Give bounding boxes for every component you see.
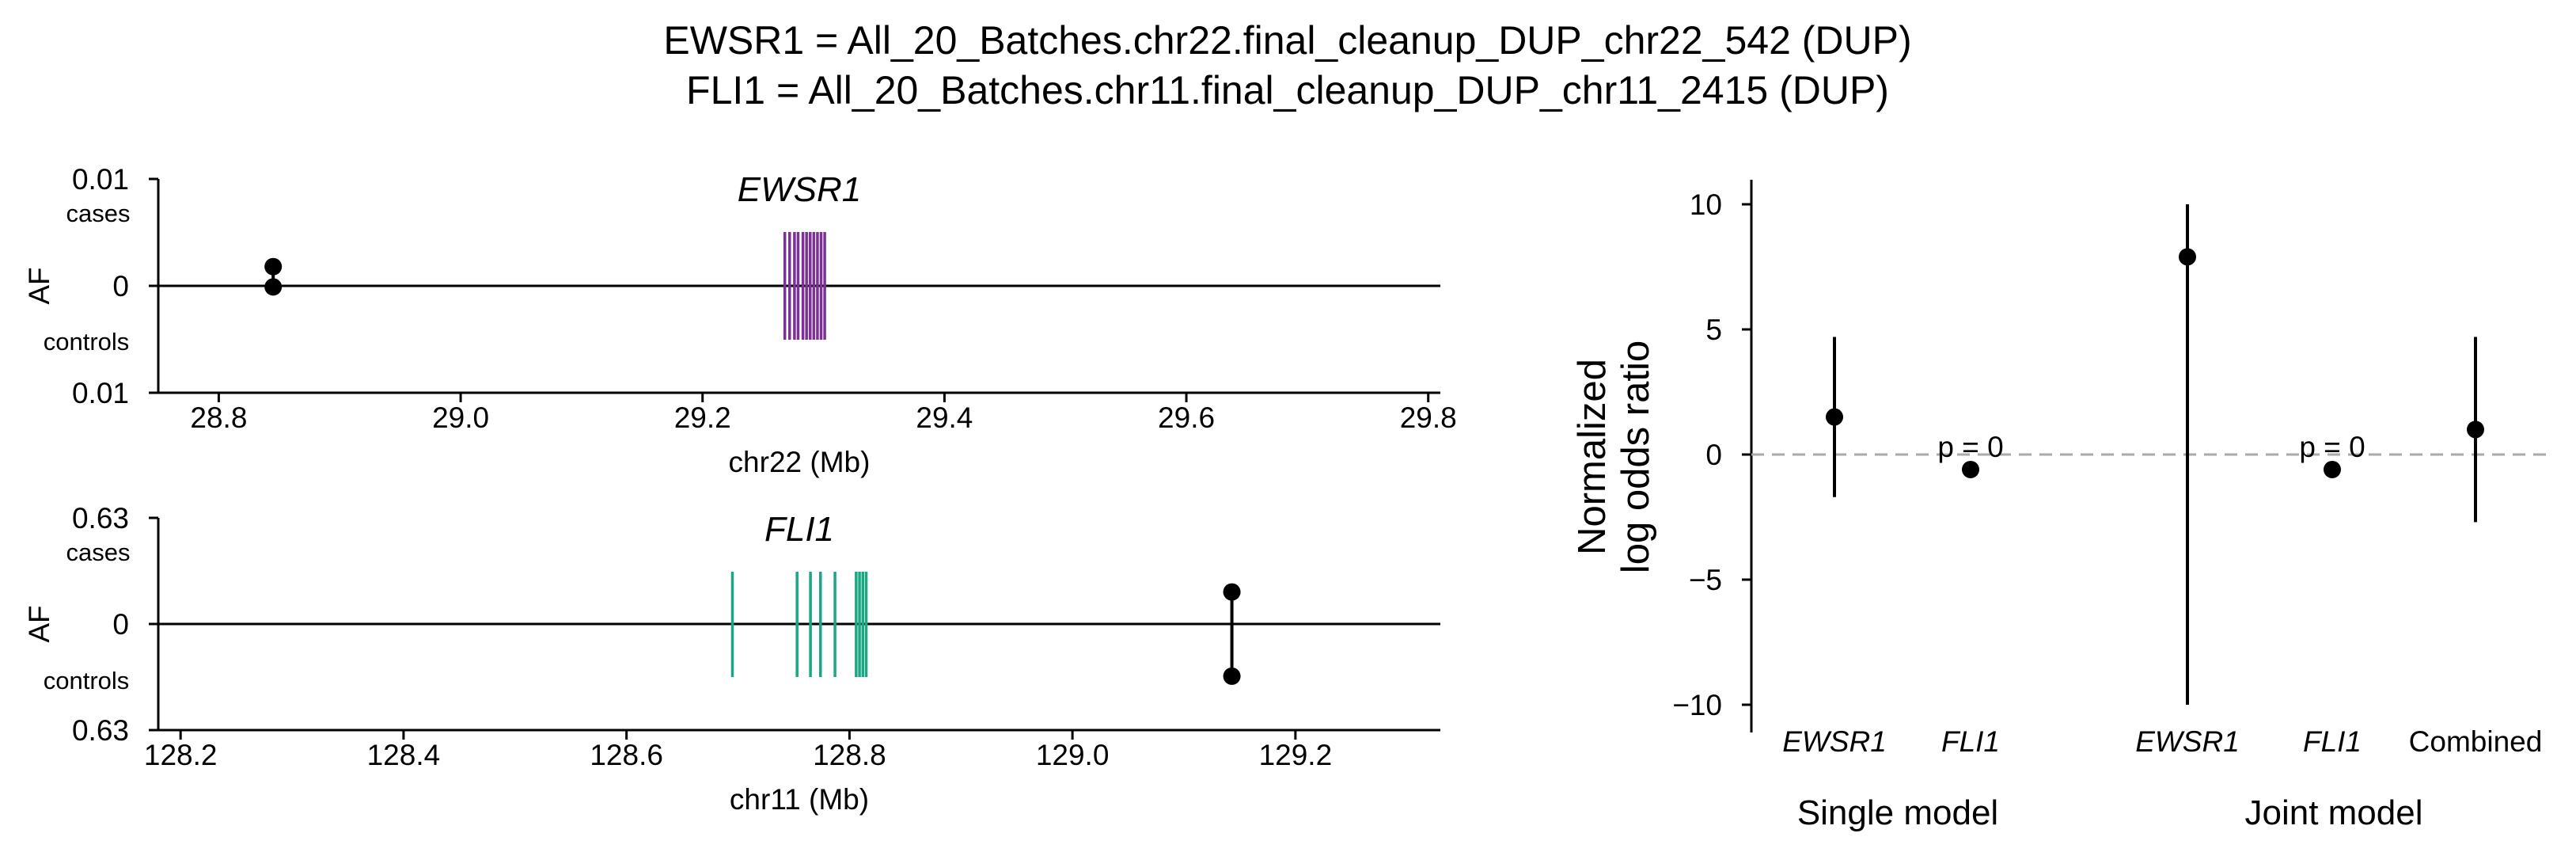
fli1-y-axis-label: AF xyxy=(23,605,55,642)
figure-title-line-2: FLI1 = All_20_Batches.chr11.final_cleanu… xyxy=(686,68,1889,112)
ewsr1-variant-cases-point xyxy=(264,257,283,276)
fli1-locus-panel: 0.63 0 0.63 cases controls AF 128.2 128.4… xyxy=(23,502,1440,816)
or-y-tick-label: 0 xyxy=(1705,439,1722,471)
ewsr1-locus-panel: 0.01 0 0.01 cases controls AF 28.8 29.0 29… xyxy=(23,163,1457,478)
ewsr1-y-axis-label: AF xyxy=(23,267,55,304)
or-point xyxy=(2467,420,2484,439)
fli1-controls-label: controls xyxy=(44,667,130,694)
ewsr1-x-tick-label: 29.8 xyxy=(1400,401,1457,434)
ewsr1-variant-controls-point xyxy=(264,278,283,296)
or-category-label: EWSR1 xyxy=(2135,725,2240,758)
fli1-variant-cases-point xyxy=(1223,583,1241,601)
fli1-x-tick-label: 128.6 xyxy=(590,739,663,771)
fli1-x-tick-label: 129.2 xyxy=(1259,739,1333,771)
fli1-y-tick-label-bottom: 0.63 xyxy=(72,714,129,747)
figure-title-line-1: EWSR1 = All_20_Batches.chr22.final_clean… xyxy=(663,18,1911,63)
fli1-gene-label: FLI1 xyxy=(764,510,834,549)
or-point xyxy=(1826,408,1843,426)
ewsr1-x-tick-label: 29.0 xyxy=(432,401,489,434)
ewsr1-x-axis-label: chr22 (Mb) xyxy=(729,446,871,478)
fli1-cases-label: cases xyxy=(66,538,131,566)
or-category-label: FLI1 xyxy=(2303,725,2362,758)
or-y-tick-label: −5 xyxy=(1689,564,1722,596)
fli1-y-tick-label-top: 0.63 xyxy=(72,502,129,535)
ewsr1-x-tick-label: 29.6 xyxy=(1158,401,1215,434)
or-category-label: Combined xyxy=(2409,725,2543,758)
fli1-x-tick-label: 128.8 xyxy=(813,739,886,771)
ewsr1-y-tick-label-bottom: 0.01 xyxy=(72,377,129,409)
fli1-x-tick-label: 128.2 xyxy=(144,739,218,771)
fli1-x-tick-label: 129.0 xyxy=(1036,739,1110,771)
or-group-labels: Single model Joint model xyxy=(1797,793,2423,832)
or-y-ticks: 10 5 0 −5 −10 xyxy=(1672,188,1751,721)
ewsr1-x-ticks: 28.8 29.0 29.2 29.4 29.6 29.8 xyxy=(190,393,1457,434)
or-point xyxy=(2324,460,2341,478)
ewsr1-controls-label: controls xyxy=(44,328,130,356)
or-y-tick-label: 5 xyxy=(1705,314,1722,346)
or-group-label: Joint model xyxy=(2244,793,2422,832)
fli1-x-axis-label: chr11 (Mb) xyxy=(730,783,869,816)
fli1-x-ticks: 128.2 128.4 128.6 128.8 129.0 129.2 xyxy=(144,730,1332,771)
or-y-tick-label: 10 xyxy=(1690,188,1722,221)
ewsr1-variants xyxy=(264,257,283,296)
fli1-y-tick-label-zero: 0 xyxy=(112,608,129,641)
or-point xyxy=(2179,248,2196,266)
fli1-variants xyxy=(1223,583,1241,685)
ewsr1-y-tick-label-top: 0.01 xyxy=(72,163,129,196)
or-marks: p = 0 p = 0 xyxy=(1826,204,2484,705)
ewsr1-x-tick-label: 28.8 xyxy=(190,401,247,434)
or-point xyxy=(1962,460,1979,478)
or-category-label: EWSR1 xyxy=(1782,725,1887,758)
or-p-value-annotation: p = 0 xyxy=(2299,431,2365,463)
or-p-value-annotation: p = 0 xyxy=(1937,431,2003,463)
ewsr1-gene-model xyxy=(783,232,826,340)
or-category-labels: EWSR1 FLI1 EWSR1 FLI1 Combined xyxy=(1782,725,2542,758)
ewsr1-x-tick-label: 29.4 xyxy=(916,401,973,434)
fli1-variant-controls-point xyxy=(1223,667,1241,685)
or-y-tick-label: −10 xyxy=(1672,689,1722,721)
ewsr1-cases-label: cases xyxy=(66,200,131,227)
ewsr1-gene-label: EWSR1 xyxy=(738,170,861,209)
or-y-axis-label-line-1: Normalized xyxy=(1571,359,1614,555)
fli1-gene-model xyxy=(730,572,868,677)
ewsr1-x-tick-label: 29.2 xyxy=(674,401,731,434)
ewsr1-y-tick-label-zero: 0 xyxy=(112,270,129,302)
or-category-label: FLI1 xyxy=(1941,725,2000,758)
odds-ratio-panel: 10 5 0 −5 −10 Normalized log odds ratio p = … xyxy=(1571,180,2551,832)
or-group-label: Single model xyxy=(1797,793,1998,832)
fli1-x-tick-label: 128.4 xyxy=(367,739,441,771)
or-y-axis-label-line-2: log odds ratio xyxy=(1614,340,1657,573)
